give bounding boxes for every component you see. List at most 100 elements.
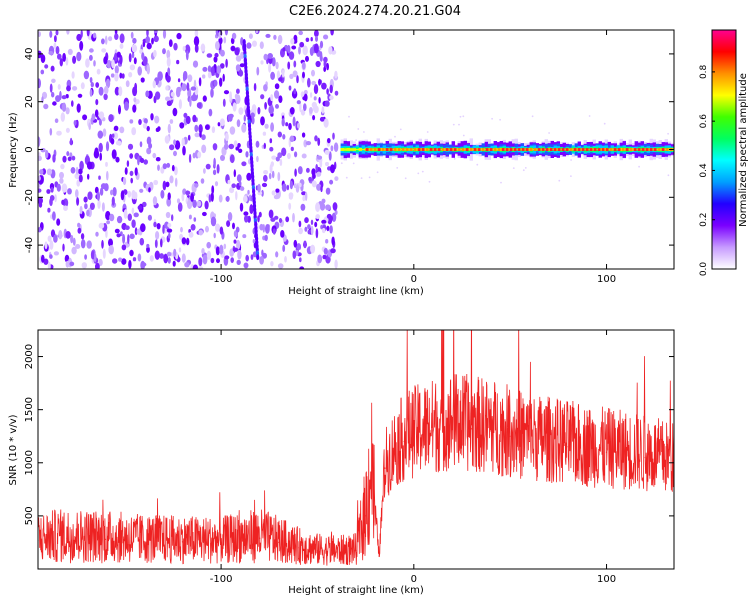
colorbar: 0.0 0.2 0.4 0.6 0.8 Normalized spectral ampl… [699,29,749,276]
noise-cell [289,107,295,115]
noise-cell [38,31,41,37]
noise-cell [86,209,90,217]
noise-cell [167,223,172,228]
noise-cell [62,52,66,62]
noise-cell [72,86,78,91]
noise-cell [316,155,323,160]
noise-cell [202,254,208,265]
x-tick-label: 100 [597,574,616,585]
noise-cell [236,259,241,265]
noise-cell [49,240,54,250]
signal-band [346,148,350,151]
noise-cell [218,31,222,39]
noise-cell [317,254,323,264]
sparse-cell [531,115,534,118]
noise-cell [328,151,332,161]
noise-cell [66,85,71,92]
noise-cell [153,221,157,228]
noise-cell [197,200,202,207]
noise-cell [208,108,213,117]
x-tick-label: 100 [597,274,616,285]
signal-core [521,148,525,151]
noise-cell [62,243,65,252]
noise-cell [315,228,319,239]
noise-cell [192,114,197,123]
sparse-cell [491,117,493,120]
noise-cell [303,240,307,249]
noise-cell [137,205,143,211]
noise-cell [233,169,236,178]
noise-cell [228,113,234,119]
noise-cell [63,205,68,211]
noise-cell [90,250,95,260]
noise-cell [237,143,241,148]
noise-cell [235,64,241,72]
noise-cell [232,102,237,112]
noise-cell [131,127,137,136]
noise-cell [54,118,59,123]
snr-point [384,467,386,469]
noise-cell [38,152,41,157]
noise-cell [275,61,279,70]
noise-cell [317,137,321,146]
noise-cell [229,91,233,101]
noise-cell [116,51,121,58]
noise-cell [175,87,181,98]
signal-core [537,148,541,151]
noise-cell [210,88,214,98]
sparse-cell [394,135,396,138]
sparse-cell [476,163,479,166]
signal-core [609,148,613,151]
noise-cell [40,148,46,153]
signal-core [433,148,437,151]
noise-cell [133,57,137,65]
noise-cell [326,225,330,232]
noise-cell [80,82,85,90]
signal-core [365,148,369,151]
noise-cell [113,125,119,131]
signal-core [465,148,469,151]
noise-cell [296,75,299,84]
noise-cell [116,215,123,224]
noise-cell [305,141,312,146]
noise-cell [174,140,181,150]
y-tick-label: 500 [24,506,35,525]
sparse-cell [368,176,371,179]
noise-cell [152,152,157,159]
noise-cell [223,90,230,95]
noise-cell [184,262,190,268]
noise-cell [303,103,307,111]
signal-core [497,148,501,151]
signal-core [533,148,537,151]
signal-core [417,148,421,151]
noise-cell [105,78,111,89]
noise-cell [211,185,215,195]
signal-core [393,148,397,151]
noise-cell [256,66,260,76]
noise-cell [146,30,149,37]
noise-cell [207,65,212,73]
noise-cell [277,263,284,269]
noise-cell [167,123,171,134]
noise-cell [91,113,96,121]
noise-cell [277,152,283,159]
noise-cell [275,188,280,193]
noise-cell [270,261,274,267]
noise-cell [229,187,235,194]
noise-cell [145,90,150,98]
noise-cell [252,40,257,47]
noise-cell [231,183,236,188]
signal-band [343,148,347,151]
noise-cell [156,223,161,230]
noise-cell [111,133,115,138]
signal-band [499,148,503,151]
x-tick-label: 0 [411,574,417,585]
sparse-cell [426,131,429,133]
sparse-cell [404,177,407,180]
noise-cell [44,64,49,69]
noise-cell [128,259,132,269]
noise-cell [96,68,101,75]
noise-cell [103,93,108,101]
signal-core [513,148,517,151]
noise-cell [238,148,243,153]
